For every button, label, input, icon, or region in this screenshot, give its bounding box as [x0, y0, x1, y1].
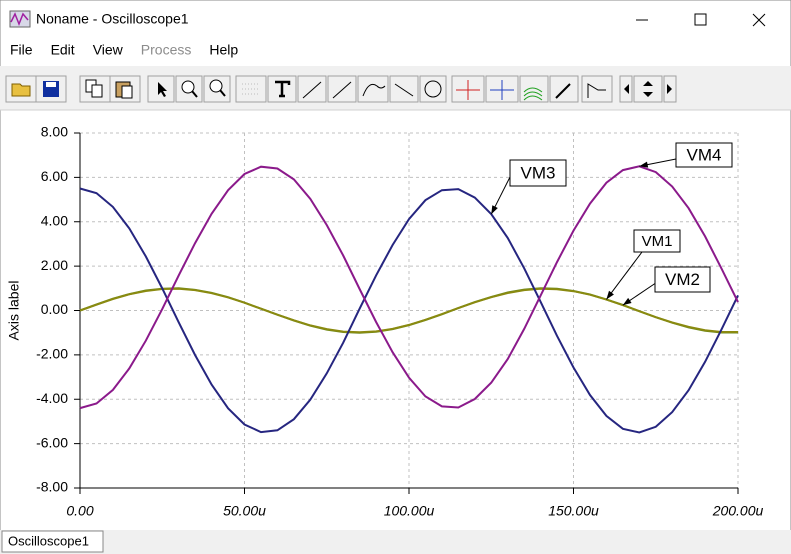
save-button[interactable] [35, 75, 67, 103]
callout-box [654, 266, 711, 293]
callout-arrow [606, 251, 643, 300]
series-line [79, 287, 738, 334]
y-tick-label: 6.00 [41, 168, 68, 184]
callout-arrowhead [622, 297, 632, 306]
callout-arrowhead [606, 290, 614, 300]
callout-box [509, 159, 567, 187]
y-tick-label: -8.00 [36, 479, 68, 495]
series-line [79, 187, 739, 434]
menu-item[interactable]: Help [209, 42, 238, 58]
select-button[interactable] [147, 75, 175, 103]
toolbar-buttons [5, 75, 677, 103]
label-button[interactable] [357, 75, 389, 103]
y-axis-label: Axis label [6, 281, 22, 341]
tab-label: Oscilloscope1 [8, 533, 89, 548]
scroll-updown[interactable] [633, 75, 663, 103]
cursor-a-button[interactable] [297, 75, 327, 103]
y-tick-label: -2.00 [36, 346, 68, 362]
menu-item[interactable]: Edit [51, 42, 75, 58]
callout-label: VM3 [521, 163, 556, 182]
x-tick-label: 150.00u [548, 503, 599, 519]
tab-bar [0, 530, 791, 554]
app-icon [9, 10, 31, 28]
callout-box [633, 229, 681, 253]
x-tick-label: 200.00u [712, 503, 764, 519]
y-tick-label: 2.00 [41, 257, 68, 273]
y-tick-label: 8.00 [41, 124, 68, 140]
maximize-button[interactable] [694, 13, 707, 26]
callout-arrowhead [491, 205, 498, 215]
tab[interactable] [1, 530, 104, 553]
close-button[interactable] [752, 13, 766, 27]
callout-label: VM1 [642, 233, 673, 250]
callout-label: VM2 [665, 270, 700, 289]
ellipse-button[interactable] [419, 75, 447, 103]
cursor-b-button[interactable] [327, 75, 357, 103]
y-tick-label: 0.00 [41, 301, 68, 317]
callout-label: VM4 [687, 145, 722, 164]
window-title: Noname - Oscilloscope1 [36, 11, 189, 27]
callout-arrowhead [639, 161, 649, 168]
line-button[interactable] [389, 75, 419, 103]
x-tick-label: 100.00u [384, 503, 435, 519]
add-curve-button[interactable] [519, 75, 549, 103]
series-line [79, 165, 739, 410]
callout-box [675, 142, 733, 168]
menu-item[interactable]: View [93, 42, 124, 58]
menu-item[interactable]: File [10, 42, 33, 58]
x-tick-label: 0.00 [66, 503, 93, 519]
y-tick-label: -6.00 [36, 434, 68, 450]
y-tick-label: 4.00 [41, 212, 68, 228]
x-tick-label: 50.00u [223, 503, 266, 519]
y-tick-label: -4.00 [36, 390, 68, 406]
menu-item[interactable]: Process [141, 42, 192, 58]
